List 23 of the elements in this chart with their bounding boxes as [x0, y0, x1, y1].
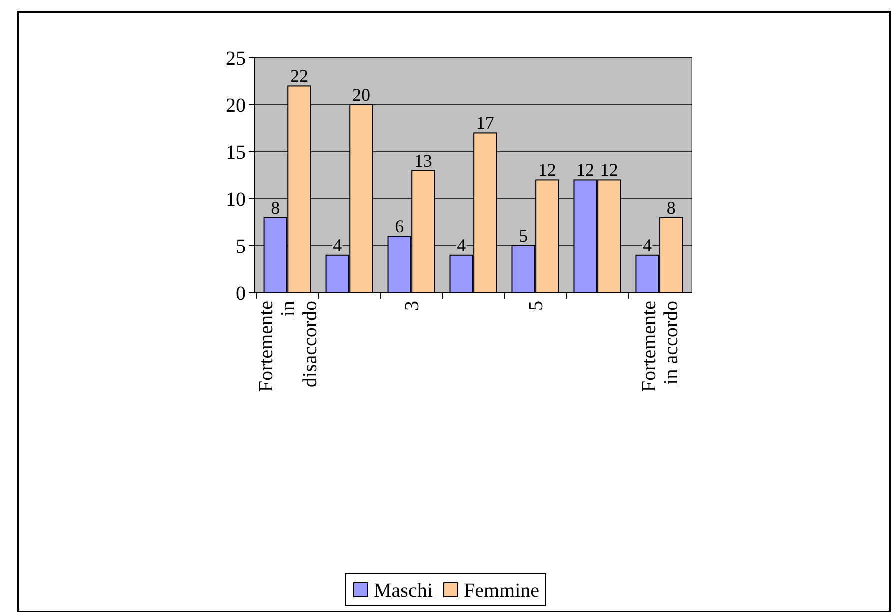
data-label: 5 — [519, 226, 528, 246]
legend-label: Maschi — [374, 580, 434, 602]
data-label: 8 — [271, 198, 280, 218]
data-label: 6 — [395, 216, 404, 237]
data-label: 17 — [476, 113, 494, 134]
data-label: 20 — [352, 85, 370, 105]
legend-label: Femmine — [464, 580, 540, 602]
y-tick-label: 10 — [226, 189, 246, 211]
x-tick-label: 5 — [525, 301, 548, 311]
data-label: 12 — [538, 160, 556, 180]
x-tick-label: 3 — [402, 301, 424, 311]
y-tick-label: 0 — [236, 283, 246, 305]
data-label: 12 — [600, 160, 618, 180]
y-tick-label: 25 — [226, 48, 246, 70]
y-tick-label: 5 — [236, 236, 246, 258]
data-label: 22 — [290, 66, 308, 86]
data-label: 13 — [414, 150, 432, 171]
x-tick-label: Fortemente in accordo — [638, 300, 682, 392]
x-tick-label: Fortemente in disaccordo — [256, 300, 322, 392]
data-label: 8 — [666, 198, 676, 218]
y-tick-label: 20 — [226, 95, 246, 117]
y-tick-label: 15 — [226, 142, 246, 164]
data-label: 12 — [576, 160, 595, 180]
